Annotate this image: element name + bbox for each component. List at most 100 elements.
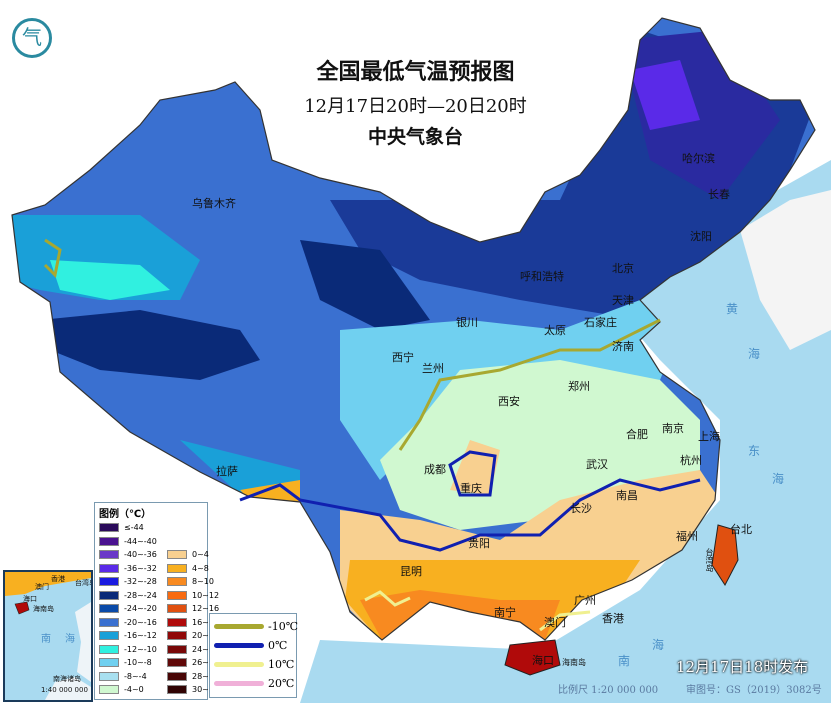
city-label: 南昌 [616,489,638,502]
city-label: 天津 [612,294,634,307]
inset-scale: 1:40 000 000 [41,686,88,694]
city-label: 杭州 [680,454,702,467]
legend-swatch [99,658,119,667]
sea-label: 海 [748,347,761,361]
isoline-0 [239,478,701,552]
forecast-period: 12月17日20时—20日20时 [304,96,527,117]
island-label: 台湾岛 [705,548,714,572]
inset-label: 台湾岛 [75,579,91,587]
isoline-legend: -10℃ 0℃ 10℃ 20℃ [209,613,298,698]
legend-swatch [167,658,187,667]
city-label: 香港 [602,612,624,625]
legend-item: -10~-8 [99,657,152,668]
publish-time: 12月17日18时发布 [676,658,809,676]
city-label: 昆明 [400,565,422,578]
legend-swatch [167,604,187,613]
legend-label: -20~-16 [124,617,157,627]
isoline-label: 0℃ [268,639,288,652]
legend-item: 16~20 [167,617,219,628]
isoline-0 [448,450,497,497]
legend-item: -20~-16 [99,617,157,628]
city-label: 澳门 [544,616,566,629]
city-label: 贵阳 [468,537,490,550]
inset-label: 海南岛 [33,605,54,613]
legend-label: 24~26 [192,644,220,654]
legend-swatch [167,550,187,559]
cma-logo-icon: 气 [12,18,52,58]
city-label: 南宁 [494,606,516,619]
legend-label: 16~20 [192,617,220,627]
legend-label: 0~4 [192,550,209,559]
legend-item: -16~-12 [99,630,157,641]
legend-item: -36~-32 [99,563,157,574]
legend-label: -16~-12 [124,631,157,640]
isoline-swatch [214,681,264,686]
city-label: 海口 [532,654,554,667]
legend-swatch [99,590,119,600]
legend-item: 24~26 [167,644,219,655]
taiwan-island [711,524,739,586]
legend-swatch [99,631,119,640]
legend-swatch [99,604,119,613]
legend-item: 0~4 [167,549,209,560]
map-title: 全国最低气温预报图 [316,60,515,85]
map-scale: 比例尺 1:20 000 000 [558,685,659,696]
isoline-swatch [214,662,264,667]
legend-swatch [167,617,187,627]
legend-swatch [99,523,119,532]
legend-swatch [167,671,187,681]
hainan-island [504,639,561,676]
inset-label: 南 [41,634,51,645]
sea-label: 黄 [726,302,739,316]
city-label: 石家庄 [584,316,617,329]
legend-label: -32~-28 [124,577,157,586]
korea-peninsula [740,190,831,350]
city-label: 福州 [676,530,698,543]
legend-swatch [167,631,187,640]
legend-label: -28~-24 [124,590,157,600]
isoline-10 [364,590,411,607]
legend: 图例（℃） ≤-44 -44~-40 -40~-36 -36~-32 -32~-28 -2… [94,502,219,700]
legend-label: 20~24 [192,631,220,640]
city-label: 兰州 [422,362,444,375]
inset-label: 南海诸岛 [53,675,81,683]
legend-item: -4~0 [99,684,144,695]
legend-swatch [99,617,119,627]
legend-item: -24~-20 [99,603,157,614]
legend-title: 图例（℃） [99,509,152,520]
isoline-label: 10℃ [268,658,295,671]
legend-swatch [99,577,119,586]
city-label: 广州 [574,594,596,607]
legend-swatch [99,536,119,546]
legend-item: 26~28 [167,657,219,668]
legend-label: 10~12 [192,590,220,600]
city-label: 沈阳 [690,230,712,243]
south-china-sea-inset: 澳门 香港 台湾岛 海口 海南岛 南 海 南海诸岛 1:40 000 000 [3,570,93,702]
city-label: 南京 [662,422,684,435]
sea-label: 海 [772,472,785,486]
legend-item: ≤-44 [99,522,144,533]
inset-label: 澳门 [35,583,49,591]
legend-swatch [167,590,187,600]
legend-item: -44~-40 [99,536,157,547]
isoline-minus10 [43,238,62,279]
isoline-legend-item: -10℃ [214,620,298,633]
legend-label: -12~-10 [124,644,157,654]
city-label: 乌鲁木齐 [192,197,236,210]
island-label: 海南岛 [562,658,586,667]
city-label: 太原 [544,324,566,337]
city-label: 西宁 [392,351,414,364]
city-label: 成都 [424,463,446,476]
sea-area [300,160,831,703]
legend-swatch [99,644,119,654]
inset-label: 海 [65,634,75,645]
legend-item: 10~12 [167,590,219,601]
legend-label: -10~-8 [124,658,152,667]
legend-label: -40~-36 [124,550,157,559]
legend-label: 30~32 [192,685,220,694]
legend-item: -12~-10 [99,644,157,655]
inset-label: 香港 [51,575,65,583]
inset-map [5,572,91,700]
isoline-legend-item: 0℃ [214,639,287,652]
